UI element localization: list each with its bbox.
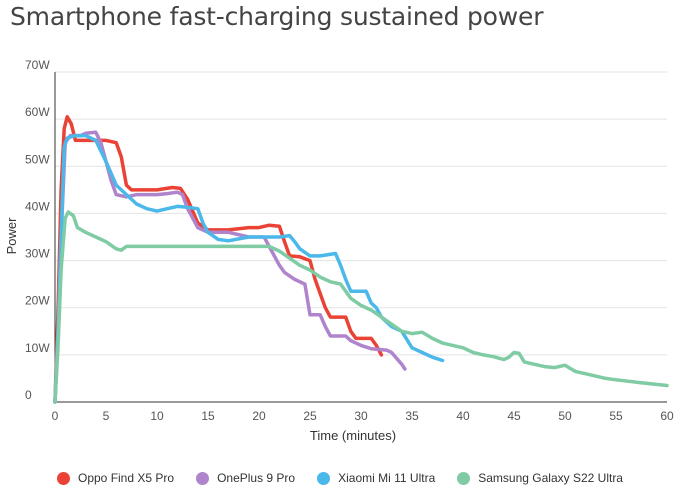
series-lines — [53, 115, 669, 404]
legend-swatch — [457, 471, 471, 485]
legend-item: Oppo Find X5 Pro — [57, 471, 174, 485]
legend-swatch — [196, 471, 210, 485]
series-line-samsung-galaxy-s22-ultra — [53, 210, 669, 404]
x-tick-label: 15 — [201, 409, 215, 423]
legend-label: Samsung Galaxy S22 Ultra — [478, 471, 623, 485]
x-tick-label: 50 — [558, 409, 572, 423]
x-tick-label: 35 — [405, 409, 419, 423]
x-tick-label: 60 — [660, 409, 674, 423]
y-tick-label: 10W — [25, 341, 50, 355]
x-axis-label: Time (minutes) — [310, 428, 396, 443]
x-tick-label: 20 — [252, 409, 266, 423]
series-line-xiaomi-mi-11-ultra — [53, 133, 445, 404]
tick-labels: 0 10W 20W 30W 40W 50W 60W 70W 0 5 10 15 20 25 30 35 40 45… — [25, 58, 674, 423]
axes — [54, 72, 667, 403]
x-tick-label: 5 — [103, 409, 110, 423]
y-tick-label: 40W — [25, 199, 50, 213]
y-tick-label: 60W — [25, 105, 50, 119]
x-tick-label: 10 — [150, 409, 164, 423]
x-tick-label: 0 — [52, 409, 59, 423]
y-tick-label: 70W — [25, 58, 50, 72]
x-tick-label: 55 — [609, 409, 623, 423]
legend: Oppo Find X5 Pro OnePlus 9 Pro Xiaomi Mi 1… — [0, 471, 680, 485]
y-tick-label: 50W — [25, 152, 50, 166]
legend-item: OnePlus 9 Pro — [196, 471, 295, 485]
legend-item: Xiaomi Mi 11 Ultra — [317, 471, 435, 485]
y-axis-label: Power — [4, 217, 19, 255]
x-tick-label: 25 — [303, 409, 317, 423]
grid-lines — [55, 71, 667, 356]
legend-swatch — [57, 471, 70, 485]
x-tick-label: 45 — [507, 409, 521, 423]
y-tick-label: 0 — [25, 388, 32, 402]
legend-label: OnePlus 9 Pro — [217, 471, 296, 485]
x-tick-label: 30 — [354, 409, 368, 423]
legend-swatch — [317, 471, 331, 485]
chart-title: Smartphone fast-charging sustained power — [10, 2, 544, 31]
legend-item: Samsung Galaxy S22 Ultra — [457, 471, 623, 485]
legend-label: Xiaomi Mi 11 Ultra — [338, 471, 436, 485]
series-line-oneplus-9-pro — [53, 130, 407, 404]
x-tick-label: 40 — [456, 409, 470, 423]
legend-label: Oppo Find X5 Pro — [78, 471, 175, 485]
y-tick-label: 20W — [25, 294, 50, 308]
y-tick-label: 30W — [25, 247, 50, 261]
